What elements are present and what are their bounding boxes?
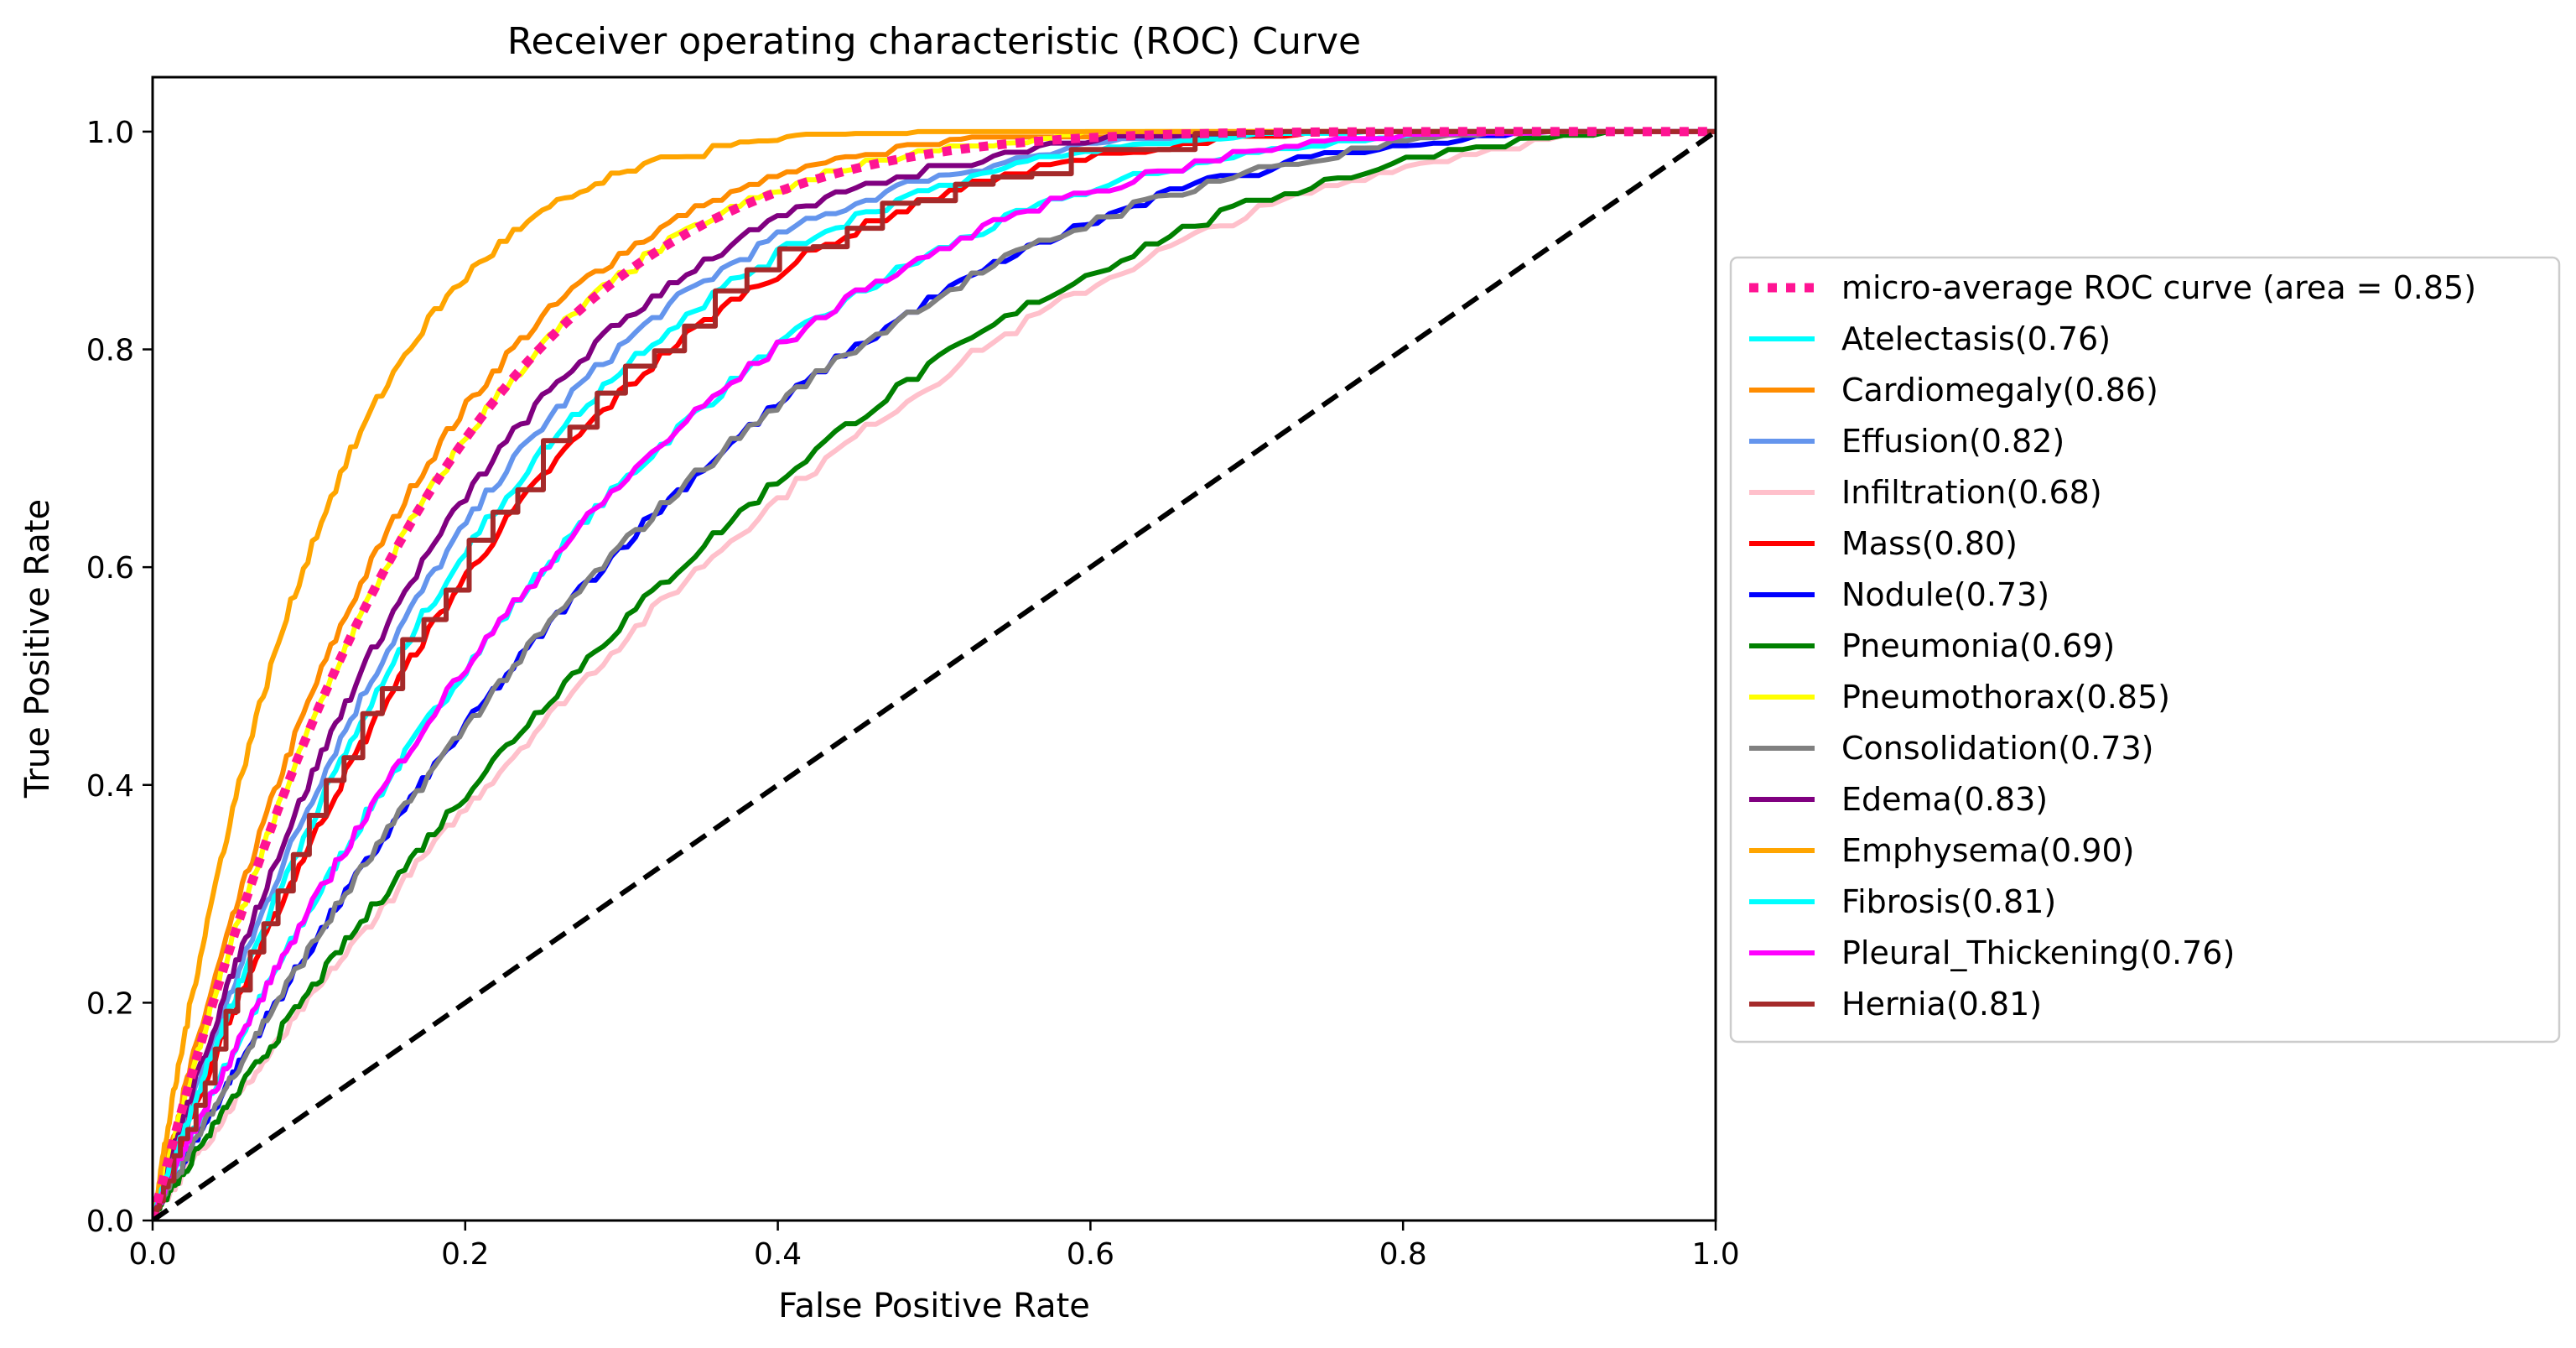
- legend-item-label: Pneumonia(0.69): [1841, 627, 2115, 664]
- y-axis-label: True Positive Rate: [18, 499, 57, 799]
- legend-box: [1729, 256, 2561, 1044]
- diagonal-reference-line: [153, 129, 1716, 1220]
- series-line: [153, 128, 1716, 1220]
- legend: micro-average ROC curve (area = 0.85) Ate…: [1729, 256, 2561, 1044]
- legend-item-label: Mass(0.80): [1841, 525, 2018, 562]
- y-tick-label: 0.2: [86, 986, 134, 1021]
- series-line-micro-average: [153, 127, 1716, 1220]
- legend-item-label: Infiltration(0.68): [1841, 474, 2102, 511]
- x-tick-label: 0.6: [1067, 1237, 1114, 1272]
- x-tick-label: 0.2: [441, 1237, 489, 1272]
- legend-item-label: Hernia(0.81): [1841, 986, 2042, 1023]
- y-tick-label: 0.4: [86, 769, 134, 804]
- x-axis: 0.0 0.2 0.4 0.6 0.8 1.0: [128, 1220, 1740, 1272]
- plot-area: [153, 127, 1716, 1220]
- legend-item-label: Emphysema(0.90): [1841, 832, 2134, 869]
- series-line: [153, 128, 1716, 1220]
- y-tick-label: 0.0: [86, 1205, 134, 1239]
- legend-item-label: Consolidation(0.73): [1841, 730, 2154, 767]
- series-line: [153, 128, 1716, 1220]
- legend-item-label: micro-average ROC curve (area = 0.85): [1841, 269, 2476, 306]
- series-line: [153, 128, 1716, 1220]
- chart-title: Receiver operating characteristic (ROC) …: [507, 20, 1361, 63]
- x-tick-label: 1.0: [1691, 1237, 1739, 1272]
- legend-item-label: Edema(0.83): [1841, 781, 2048, 818]
- y-axis: 0.0 0.2 0.4 0.6 0.8 1.0: [86, 116, 153, 1239]
- legend-item-label: Nodule(0.73): [1841, 576, 2049, 613]
- x-tick-label: 0.0: [128, 1237, 176, 1272]
- y-tick-label: 0.8: [86, 334, 134, 368]
- legend-item-label: Pneumothorax(0.85): [1841, 679, 2170, 716]
- x-tick-label: 0.8: [1379, 1237, 1427, 1272]
- legend-item-label: Effusion(0.82): [1841, 423, 2064, 460]
- legend-item-label: Pleural_Thickening(0.76): [1841, 934, 2235, 971]
- x-tick-label: 0.4: [754, 1237, 802, 1272]
- y-tick-label: 0.6: [86, 551, 134, 586]
- x-axis-label: False Positive Rate: [778, 1287, 1090, 1325]
- y-tick-label: 1.0: [86, 116, 134, 150]
- legend-item-label: Fibrosis(0.81): [1841, 883, 2056, 920]
- legend-item-label: Atelectasis(0.76): [1841, 320, 2111, 357]
- plot-frame: [151, 75, 1717, 1222]
- legend-item-label: Cardiomegaly(0.86): [1841, 372, 2158, 409]
